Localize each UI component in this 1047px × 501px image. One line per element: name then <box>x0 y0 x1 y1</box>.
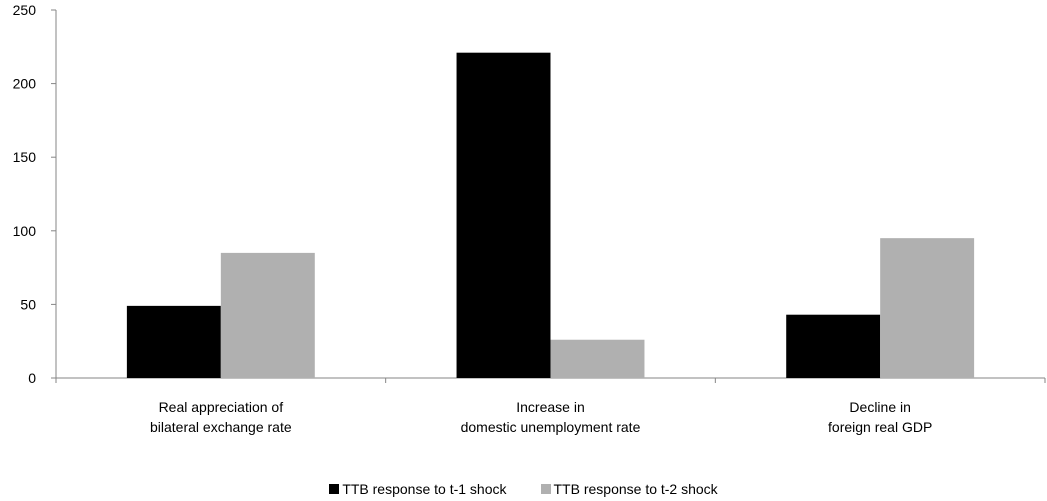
legend: TTB response to t-1 shock TTB response t… <box>0 480 1047 498</box>
bar-chart: 0 50 100 150 200 250 Real appreciation of bila… <box>13 2 1046 435</box>
bar-series1-cat3 <box>786 314 881 378</box>
category-label: domestic unemployment rate <box>461 419 641 435</box>
legend-swatch-t2 <box>540 484 551 494</box>
y-axis: 0 50 100 150 200 250 <box>13 2 57 386</box>
y-tick-label: 250 <box>13 2 37 18</box>
bar-series1-cat1 <box>126 305 221 378</box>
y-tick-label: 50 <box>20 296 36 312</box>
y-tick-label: 100 <box>13 223 37 239</box>
x-axis <box>55 377 1046 383</box>
category-labels: Real appreciation of bilateral exchange r… <box>150 399 932 435</box>
bars <box>126 52 975 379</box>
y-tick-label: 0 <box>28 370 36 386</box>
category-label: Decline in <box>849 399 910 415</box>
bar-series2-cat3 <box>880 238 975 378</box>
category-label: Increase in <box>516 399 584 415</box>
y-tick-label: 150 <box>13 149 37 165</box>
legend-item-t2: TTB response to t-2 shock <box>540 481 718 497</box>
legend-label-t2: TTB response to t-2 shock <box>553 481 718 497</box>
legend-item-t1: TTB response to t-1 shock <box>329 481 507 497</box>
bar-series2-cat2 <box>550 339 645 378</box>
category-label: Real appreciation of <box>159 399 284 415</box>
legend-swatch-t1 <box>329 484 340 494</box>
y-tick-label: 200 <box>13 76 37 92</box>
category-label: bilateral exchange rate <box>150 419 292 435</box>
bar-series2-cat1 <box>220 252 315 378</box>
legend-label-t1: TTB response to t-1 shock <box>342 481 507 497</box>
bar-series1-cat2 <box>456 52 551 379</box>
category-label: foreign real GDP <box>828 419 932 435</box>
